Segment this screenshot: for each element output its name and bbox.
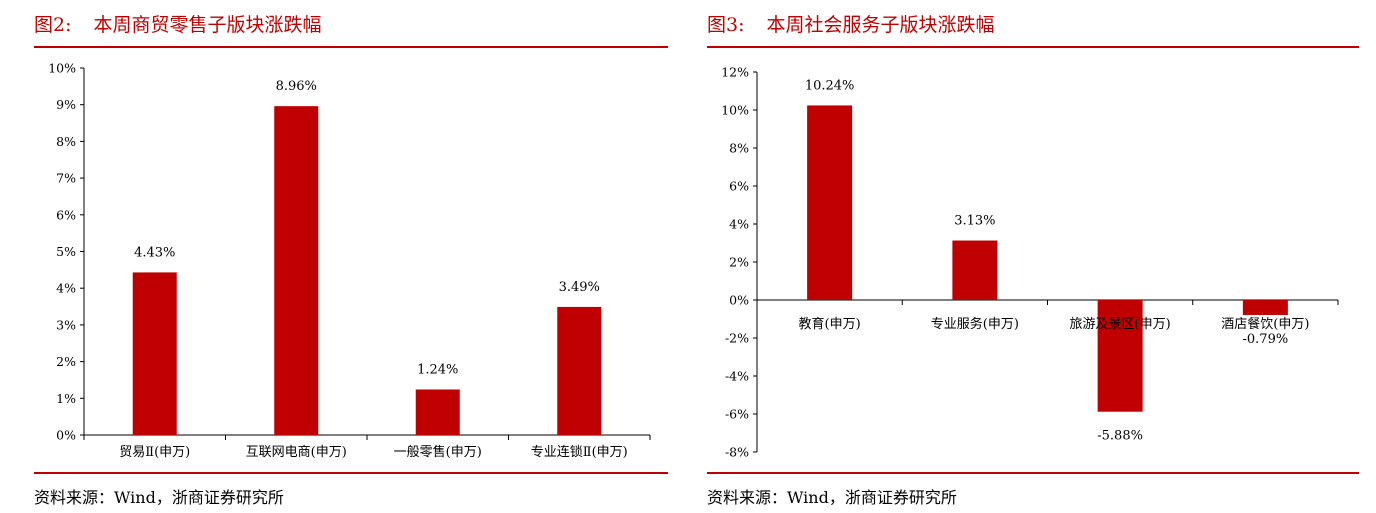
y-tick-label: 12% <box>721 65 749 80</box>
figure-number: 图2: <box>34 14 72 36</box>
data-label: 3.13% <box>954 214 995 229</box>
chart-title: 图3: 本周社会服务子版块涨跌幅 <box>707 10 995 37</box>
y-tick-label: -8% <box>725 445 749 460</box>
bar <box>557 306 602 435</box>
y-tick-label: 4% <box>56 281 76 296</box>
chart-title-text: 本周社会服务子版块涨跌幅 <box>766 14 995 36</box>
y-tick-label: 10% <box>48 61 76 76</box>
category-label: 旅游及景区(申万) <box>1070 317 1171 332</box>
y-tick-label: -2% <box>725 331 749 346</box>
source-note: 资料来源：Wind，浙商证券研究所 <box>34 488 284 507</box>
bar <box>952 240 998 300</box>
category-label: 专业服务(申万) <box>931 316 1019 332</box>
y-tick-label: 0% <box>729 293 749 308</box>
source-rule <box>707 472 1359 474</box>
category-label: 教育(申万) <box>799 316 861 332</box>
y-tick-label: 2% <box>56 354 76 369</box>
chart-plot-social-services: -8% -6% -4% -2% 0% 2% 4% 6% 8% 10% 12% 10.24% 教育(申万)… <box>721 65 1339 460</box>
y-tick-label: 6% <box>56 207 76 222</box>
y-tick-label: 6% <box>729 179 749 194</box>
category-label: 贸易Ⅱ(申万) <box>119 445 190 460</box>
source-rule <box>34 472 668 474</box>
chart-panel-retail: 图2: 本周商贸零售子版块涨跌幅 0% 1% 2% 3% 4% 5% 6% 7% 8% 9% 10% 4… <box>0 0 680 513</box>
data-label: -0.79% <box>1243 332 1289 347</box>
y-tick-label: 8% <box>729 141 749 156</box>
category-label: 互联网电商(申万) <box>246 445 347 460</box>
y-tick-label: 1% <box>56 391 76 406</box>
bar <box>1242 300 1288 316</box>
y-tick-label: 8% <box>56 134 76 149</box>
data-label: -5.88% <box>1097 429 1143 444</box>
data-label: 3.49% <box>559 280 600 295</box>
bar <box>274 106 319 435</box>
category-label: 一般零售(申万) <box>394 444 482 460</box>
bar <box>132 272 177 435</box>
data-label: 8.96% <box>276 79 317 94</box>
title-rule <box>707 46 1359 48</box>
y-tick-label: -4% <box>725 369 749 384</box>
source-note: 资料来源：Wind，浙商证券研究所 <box>707 488 957 507</box>
bar <box>415 389 460 435</box>
data-label: 10.24% <box>805 78 855 93</box>
y-tick-label: 4% <box>729 217 749 232</box>
category-label: 专业连锁Ⅱ(申万) <box>531 444 628 460</box>
data-label: 1.24% <box>417 362 458 377</box>
y-tick-label: 5% <box>56 244 76 259</box>
y-tick-label: -6% <box>725 407 749 422</box>
chart-title: 图2: 本周商贸零售子版块涨跌幅 <box>34 10 322 37</box>
figure-number: 图3: <box>707 14 745 36</box>
y-tick-label: 0% <box>56 428 76 443</box>
y-tick-label: 3% <box>56 317 76 332</box>
y-tick-label: 2% <box>729 255 749 270</box>
y-tick-label: 9% <box>56 97 76 112</box>
chart-plot-retail: 0% 1% 2% 3% 4% 5% 6% 7% 8% 9% 10% 4.43% 贸易Ⅱ(申万) 8.96%… <box>48 61 651 460</box>
y-tick-label: 10% <box>721 103 749 118</box>
y-tick-label: 7% <box>56 171 76 186</box>
data-label: 4.43% <box>134 245 175 260</box>
title-rule <box>34 46 668 48</box>
bar <box>807 105 853 300</box>
chart-panel-social-services: 图3: 本周社会服务子版块涨跌幅 -8% -6% -4% -2% 0% 2% 4% 6% 8% 10… <box>690 0 1376 513</box>
category-label: 酒店餐饮(申万) <box>1221 316 1309 332</box>
bar <box>1097 300 1143 412</box>
chart-title-text: 本周商贸零售子版块涨跌幅 <box>93 14 322 36</box>
